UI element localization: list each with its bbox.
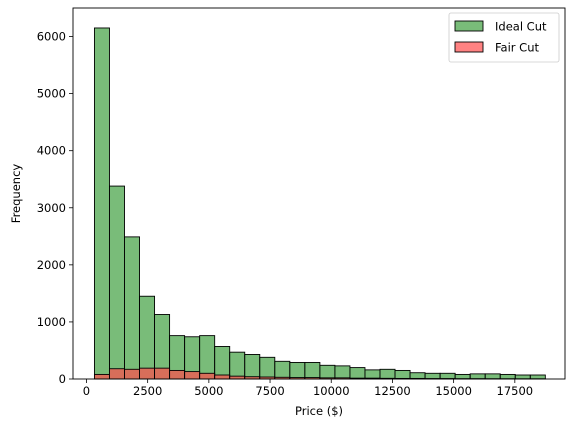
ideal-cut-bar	[379, 368, 396, 380]
ideal-cut-bar	[484, 373, 501, 380]
y-tick-label: 1000	[37, 315, 66, 329]
fair-cut-bar	[109, 368, 125, 380]
ideal-cut-bar	[214, 346, 231, 380]
ideal-cut-bar	[199, 335, 216, 380]
legend-swatch-ideal-cut	[454, 20, 484, 32]
ideal-cut-bar	[109, 185, 125, 380]
fair-cut-bar	[199, 372, 216, 380]
x-tick-label: 10000	[313, 384, 350, 398]
x-tick-label: 5000	[194, 384, 223, 398]
x-axis-label: Price ($)	[295, 404, 343, 418]
fair-cut-bar	[139, 367, 156, 380]
ideal-cut-bar	[93, 27, 110, 380]
y-tick-label: 4000	[37, 144, 66, 158]
x-axis-ticks: 0 2500 5000 7500 10000 12500 15000 17500	[83, 379, 533, 398]
y-tick-label: 3000	[37, 201, 66, 215]
ideal-cut-bar	[244, 354, 261, 380]
ideal-cut-bar	[319, 364, 336, 380]
ideal-cut-bars	[93, 27, 546, 380]
legend-label-ideal-cut: Ideal Cut	[495, 20, 547, 34]
fair-cut-bar	[124, 368, 140, 380]
legend-swatch-fair-cut	[454, 41, 484, 53]
x-tick-label: 2500	[133, 384, 162, 398]
fair-cut-bar	[214, 374, 231, 380]
fair-cut-bar	[184, 371, 201, 380]
legend-label-fair-cut: Fair Cut	[495, 41, 540, 55]
y-tick-label: 6000	[37, 30, 66, 44]
ideal-cut-bar	[289, 361, 306, 380]
ideal-cut-bar	[304, 361, 321, 380]
x-tick-label: 7500	[255, 384, 284, 398]
y-tick-label: 2000	[37, 258, 66, 272]
ideal-cut-bar	[364, 369, 381, 380]
ideal-cut-bar	[124, 236, 140, 380]
ideal-cut-bar	[139, 295, 156, 380]
fair-cut-bar	[169, 369, 186, 380]
ideal-cut-bar	[274, 360, 291, 380]
ideal-cut-bar	[334, 365, 351, 380]
ideal-cut-bar	[259, 356, 276, 380]
y-tick-label: 5000	[37, 87, 66, 101]
x-tick-label: 12500	[374, 384, 411, 398]
ideal-cut-bar	[229, 351, 246, 380]
ideal-cut-bar	[349, 367, 366, 380]
fair-cut-bar	[154, 367, 171, 380]
x-tick-label: 15000	[435, 384, 472, 398]
x-tick-label: 0	[83, 384, 90, 398]
legend: Ideal Cut Fair Cut	[448, 12, 560, 63]
fair-cut-bar	[93, 373, 110, 380]
y-tick-label: 0	[59, 372, 66, 386]
ideal-cut-bar	[394, 369, 411, 380]
axes-frame	[72, 7, 566, 380]
y-axis-ticks: 0 1000 2000 3000 4000 5000 6000	[37, 30, 73, 386]
x-tick-label: 17500	[497, 384, 534, 398]
plot-area	[93, 27, 546, 380]
y-axis-label: Frequency	[9, 164, 23, 224]
